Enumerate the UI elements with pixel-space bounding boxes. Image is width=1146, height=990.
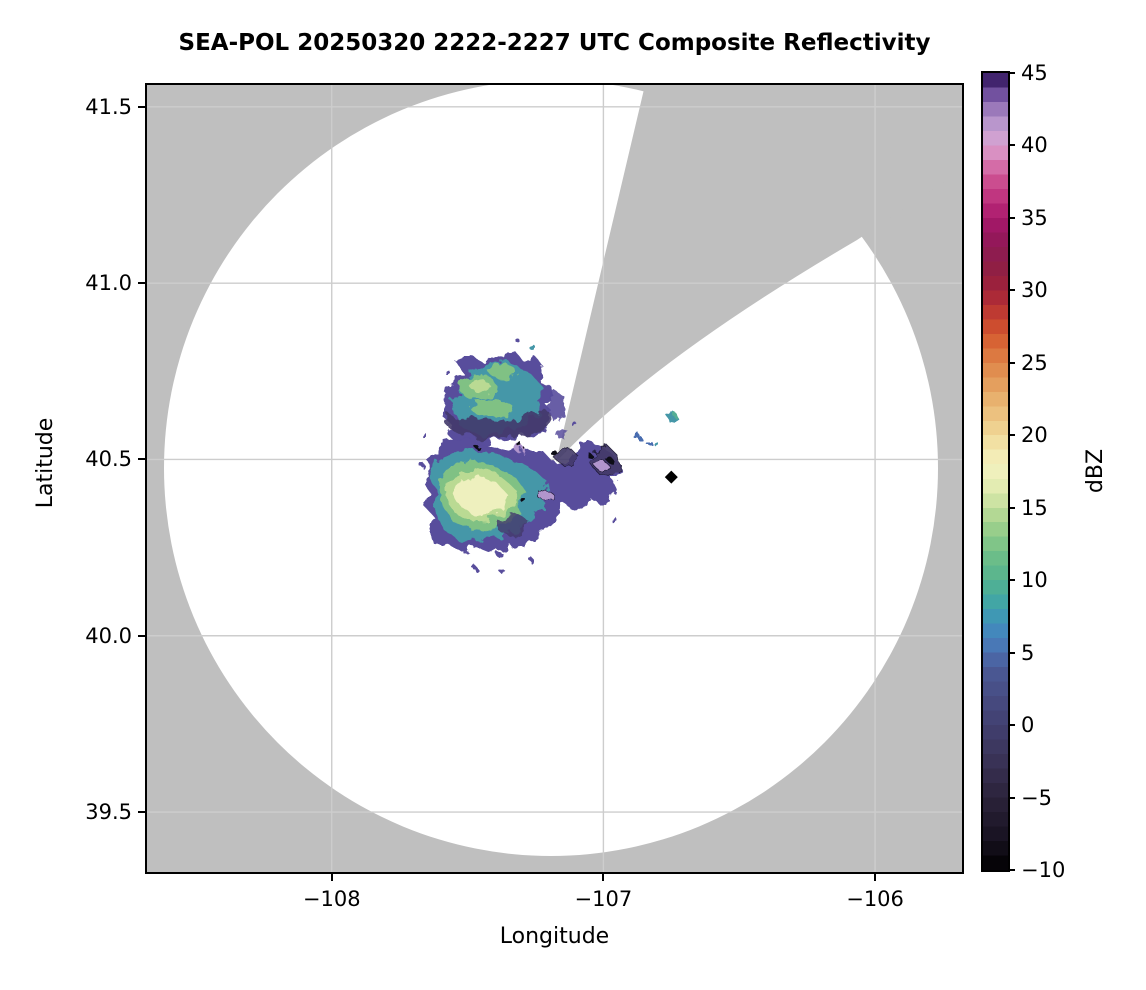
radar-map-svg (147, 85, 962, 872)
y-tick-mark (138, 811, 147, 814)
colorbar-label: dBZ (1083, 448, 1108, 494)
echo-patch (537, 488, 553, 502)
x-tick-mark (330, 872, 333, 881)
colorbar-tick-label: 5 (1021, 640, 1035, 665)
colorbar-tick-label: 15 (1021, 495, 1048, 520)
colorbar-tick-label: 10 (1021, 568, 1048, 593)
x-axis-label: Longitude (499, 924, 610, 949)
grid-layer (147, 85, 962, 872)
y-tick-mark (138, 282, 147, 285)
colorbar-tick-label: 40 (1021, 133, 1048, 158)
echo-patch (585, 451, 591, 457)
blocked-sector-wedge (556, 85, 962, 462)
echo-patch (470, 380, 490, 392)
echo-patch (605, 455, 611, 461)
echo-patch (448, 410, 553, 439)
colorbar-tick-mark (1008, 506, 1015, 509)
colorbar-tick-mark (1008, 72, 1015, 74)
echo-patch (518, 443, 524, 449)
colorbar-tick-mark (1008, 724, 1015, 727)
colorbar-tick-mark (1008, 579, 1015, 582)
y-tick-label: 39.5 (85, 800, 132, 825)
y-tick-label: 41.0 (85, 271, 132, 296)
colorbar-tick-label: 0 (1021, 713, 1035, 738)
echo-patch (614, 472, 620, 478)
x-tick-label: −108 (302, 887, 361, 911)
echo-patch (595, 460, 609, 472)
x-tick-label: −106 (846, 887, 904, 911)
x-tick-label: −107 (574, 887, 633, 911)
colorbar-tick-label: 35 (1021, 205, 1048, 230)
echo-bright-center (453, 475, 507, 515)
diamond-marker (664, 470, 678, 484)
location-marker-layer (664, 470, 678, 484)
colorbar-tick-label: 25 (1021, 350, 1048, 375)
echo-patch (529, 344, 535, 350)
y-tick-label: 41.5 (85, 94, 132, 119)
colorbar (981, 71, 1010, 872)
echo-patch (473, 566, 477, 570)
storm-echo-layer (418, 341, 678, 575)
colorbar-tick-label: 20 (1021, 423, 1048, 448)
y-axis-label: Latitude (33, 417, 58, 509)
echo-patch (527, 556, 533, 562)
echo-patch (554, 448, 580, 467)
echo-patch (644, 440, 651, 443)
colorbar-tick-mark (1008, 361, 1015, 364)
y-tick-mark (138, 105, 147, 108)
colorbar-tick-label: 30 (1021, 278, 1048, 303)
x-tick-mark (602, 872, 605, 881)
colorbar-tick-mark (1008, 796, 1015, 799)
colorbar-tick-mark (1008, 434, 1015, 437)
echo-patch (490, 364, 516, 380)
echo-patch (445, 370, 451, 376)
colorbar-tick-mark (1008, 289, 1015, 292)
echo-patch (499, 513, 527, 537)
echo-patch (610, 516, 616, 522)
echo-patch (518, 341, 522, 345)
y-tick-label: 40.5 (85, 447, 132, 472)
echo-patch (552, 451, 558, 457)
echo-patch (500, 569, 506, 575)
echo-patch (550, 391, 565, 424)
chart-title: SEA-POL 20250320 2222-2227 UTC Composite… (178, 30, 931, 56)
echo-patch (673, 413, 677, 417)
y-tick-mark (138, 634, 147, 637)
echo-patch (497, 552, 503, 558)
echo-patch (634, 435, 642, 439)
echo-patch (418, 461, 424, 467)
echo-patch (147, 85, 962, 872)
colorbar-tick-mark (1008, 144, 1015, 147)
echo-patch (572, 422, 578, 428)
colorbar-tick-label: −10 (1021, 858, 1066, 882)
x-tick-mark (874, 872, 877, 881)
echo-patch (557, 427, 568, 440)
colorbar-tick-mark (1008, 216, 1015, 219)
echo-patch (475, 445, 479, 449)
echo-patch (471, 399, 513, 417)
echo-patch (421, 432, 427, 438)
echo-patch (653, 442, 658, 445)
y-tick-mark (138, 458, 147, 461)
colorbar-tick-label: 45 (1021, 61, 1048, 85)
colorbar-tick-mark (1008, 651, 1015, 654)
colorbar-tick-label: −5 (1021, 785, 1052, 810)
y-tick-label: 40.0 (85, 623, 132, 648)
colorbar-tick-mark (1008, 869, 1015, 871)
echo-patch (521, 498, 527, 504)
